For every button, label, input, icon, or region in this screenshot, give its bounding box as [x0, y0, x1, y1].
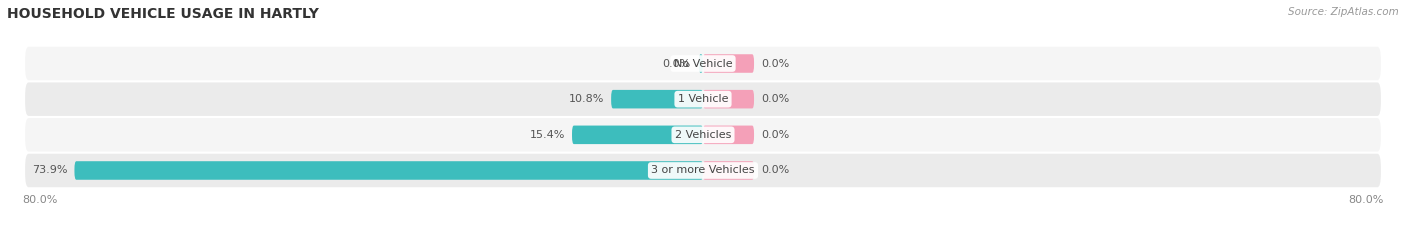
Text: 1 Vehicle: 1 Vehicle [678, 94, 728, 104]
Text: 80.0%: 80.0% [1348, 195, 1384, 205]
FancyBboxPatch shape [703, 161, 754, 180]
FancyBboxPatch shape [703, 126, 754, 144]
Text: Source: ZipAtlas.com: Source: ZipAtlas.com [1288, 7, 1399, 17]
FancyBboxPatch shape [25, 82, 1381, 116]
Text: 0.0%: 0.0% [761, 94, 789, 104]
FancyBboxPatch shape [703, 90, 754, 108]
FancyBboxPatch shape [703, 54, 754, 73]
Text: No Vehicle: No Vehicle [673, 58, 733, 69]
Text: 0.0%: 0.0% [662, 58, 690, 69]
FancyBboxPatch shape [572, 126, 703, 144]
Text: 0.0%: 0.0% [761, 165, 789, 176]
FancyBboxPatch shape [699, 54, 703, 73]
FancyBboxPatch shape [75, 161, 703, 180]
Text: 80.0%: 80.0% [22, 195, 58, 205]
Text: 0.0%: 0.0% [761, 58, 789, 69]
Text: 15.4%: 15.4% [530, 130, 565, 140]
FancyBboxPatch shape [25, 154, 1381, 187]
FancyBboxPatch shape [25, 47, 1381, 80]
FancyBboxPatch shape [25, 118, 1381, 152]
FancyBboxPatch shape [612, 90, 703, 108]
Text: HOUSEHOLD VEHICLE USAGE IN HARTLY: HOUSEHOLD VEHICLE USAGE IN HARTLY [7, 7, 319, 21]
Text: 10.8%: 10.8% [569, 94, 605, 104]
Text: 2 Vehicles: 2 Vehicles [675, 130, 731, 140]
Text: 73.9%: 73.9% [32, 165, 67, 176]
Text: 0.0%: 0.0% [761, 130, 789, 140]
Text: 3 or more Vehicles: 3 or more Vehicles [651, 165, 755, 176]
